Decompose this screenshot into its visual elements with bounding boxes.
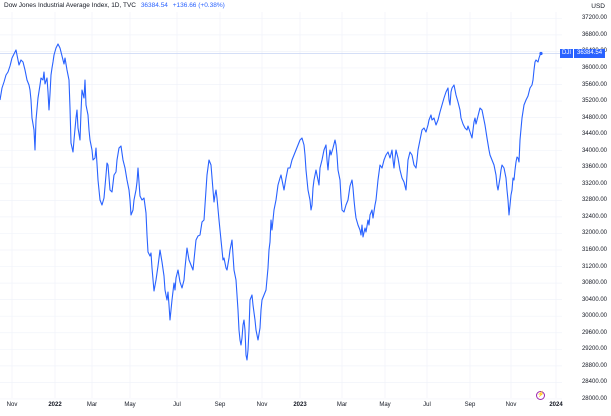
time-axis-label: Nov bbox=[6, 402, 18, 408]
time-axis-label: Jul bbox=[423, 402, 431, 408]
price-change: +136.66 (+0.38%) bbox=[172, 2, 225, 9]
price-axis-label: 31200.00 bbox=[581, 263, 607, 270]
price-axis-label: 32400.00 bbox=[581, 213, 607, 220]
price-axis-label: 34800.00 bbox=[581, 114, 607, 121]
price-axis-label: 30400.00 bbox=[581, 296, 607, 303]
symbol-name: Dow Jones Industrial Average Index, 1D, … bbox=[4, 2, 136, 9]
time-axis-label: Nov bbox=[505, 402, 517, 408]
price-axis-label: 32000.00 bbox=[581, 230, 607, 237]
price-axis-label: 33600.00 bbox=[581, 164, 607, 171]
price-axis-label: 31600.00 bbox=[581, 247, 607, 253]
time-axis-label: Jul bbox=[173, 402, 181, 408]
price-axis-label: 30000.00 bbox=[581, 313, 607, 320]
price-axis-label: 35600.00 bbox=[581, 81, 607, 88]
price-axis-label: 28400.00 bbox=[581, 379, 607, 386]
currency-label[interactable]: USD bbox=[591, 3, 605, 10]
price-axis-label: 33200.00 bbox=[581, 180, 607, 187]
time-axis-label: Mar bbox=[86, 402, 98, 408]
price-axis-label: 30800.00 bbox=[581, 280, 607, 287]
time-axis-label: May bbox=[379, 402, 391, 408]
price-tag-value: 36384.54 bbox=[574, 49, 606, 58]
price-axis-label: 28800.00 bbox=[581, 362, 607, 369]
price-axis-label: 32800.00 bbox=[581, 197, 607, 204]
price-axis-label: 29600.00 bbox=[581, 329, 607, 336]
price-axis-label: 28000.00 bbox=[581, 395, 607, 402]
time-axis-label: Sep bbox=[214, 402, 226, 408]
last-price-tag: DJI 36384.54 bbox=[560, 49, 606, 58]
price-axis-label: 34400.00 bbox=[581, 131, 607, 138]
time-axis-label: 2024 bbox=[549, 402, 563, 408]
time-axis-label: May bbox=[124, 402, 136, 408]
price-axis-label: 29200.00 bbox=[581, 346, 607, 353]
time-axis-label: Nov bbox=[256, 402, 268, 408]
price-series-line bbox=[0, 43, 542, 361]
last-price: 36384.54 bbox=[140, 2, 168, 9]
time-axis-label: 2022 bbox=[48, 402, 62, 408]
last-price-dot bbox=[539, 51, 543, 56]
time-axis-label: Sep bbox=[464, 402, 476, 408]
lightning-icon[interactable]: ⚡ bbox=[536, 391, 545, 400]
time-axis-label: Mar bbox=[336, 402, 348, 408]
price-tag-symbol: DJI bbox=[560, 49, 574, 58]
price-axis-label: 37200.00 bbox=[581, 15, 607, 22]
price-axis-label: 34000.00 bbox=[581, 147, 607, 154]
price-axis-label: 36000.00 bbox=[581, 64, 607, 71]
price-axis-label: 36800.00 bbox=[581, 31, 607, 38]
price-axis-label: 35200.00 bbox=[581, 98, 607, 105]
grid-lines bbox=[0, 12, 562, 400]
chart-title: Dow Jones Industrial Average Index, 1D, … bbox=[4, 2, 225, 9]
time-axis-label: 2023 bbox=[293, 402, 307, 408]
